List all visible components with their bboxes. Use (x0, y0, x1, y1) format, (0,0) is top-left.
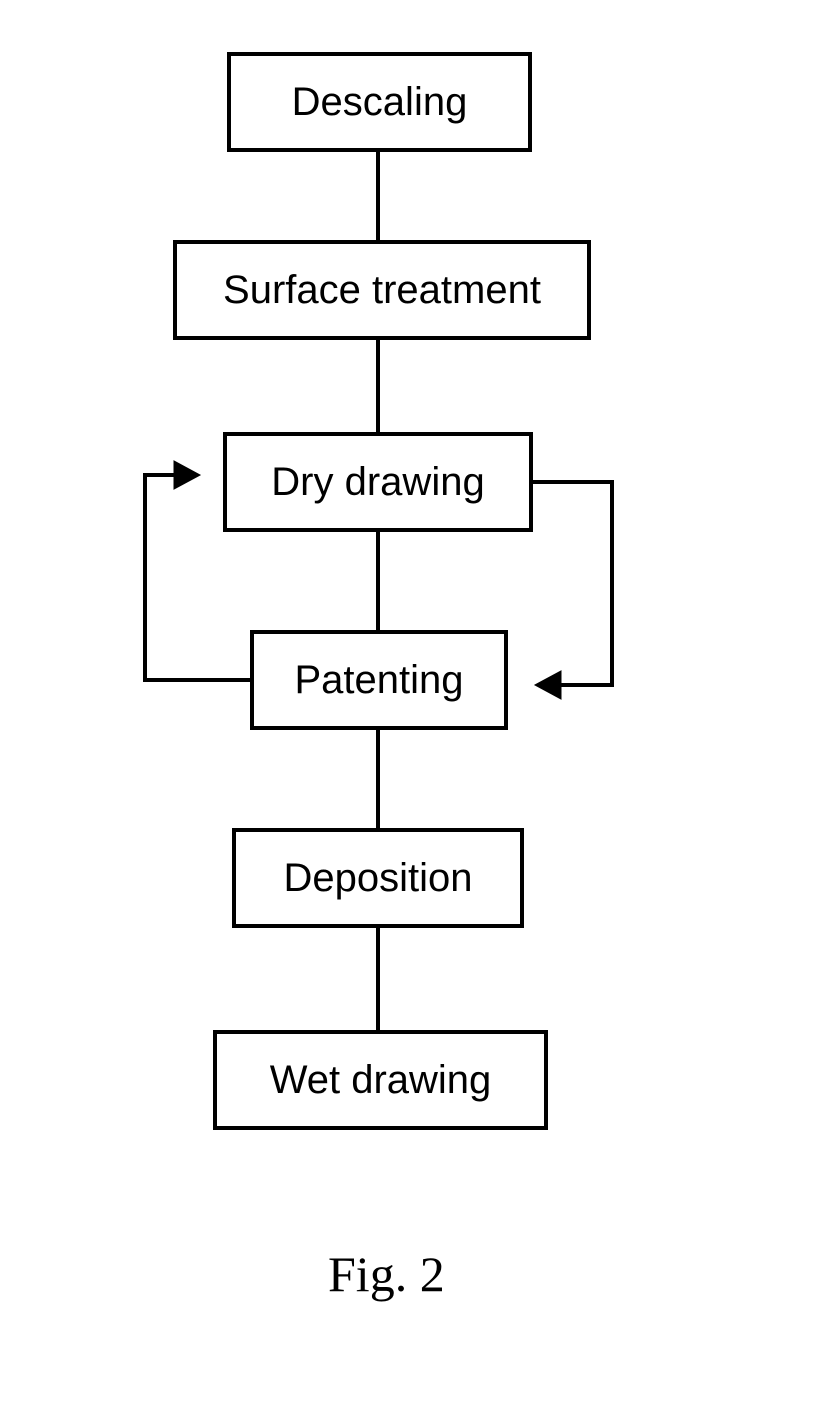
edge-drydraw-patenting (533, 482, 612, 685)
flowchart-canvas: Descaling Surface treatment Dry drawing … (0, 0, 829, 1405)
node-patenting-label: Patenting (294, 658, 463, 703)
arrowhead-drydraw-patenting (535, 671, 561, 699)
node-descaling: Descaling (227, 52, 532, 152)
node-deposition: Deposition (232, 828, 524, 928)
node-wet-drawing: Wet drawing (213, 1030, 548, 1130)
node-patenting: Patenting (250, 630, 508, 730)
node-deposition-label: Deposition (283, 856, 472, 901)
node-wet-drawing-label: Wet drawing (270, 1058, 492, 1103)
node-surface-treatment-label: Surface treatment (223, 268, 541, 313)
node-descaling-label: Descaling (292, 80, 468, 125)
arrowhead-patenting-drydraw (174, 461, 200, 489)
node-dry-drawing-label: Dry drawing (271, 460, 484, 505)
figure-caption: Fig. 2 (328, 1245, 445, 1303)
node-dry-drawing: Dry drawing (223, 432, 533, 532)
node-surface-treatment: Surface treatment (173, 240, 591, 340)
